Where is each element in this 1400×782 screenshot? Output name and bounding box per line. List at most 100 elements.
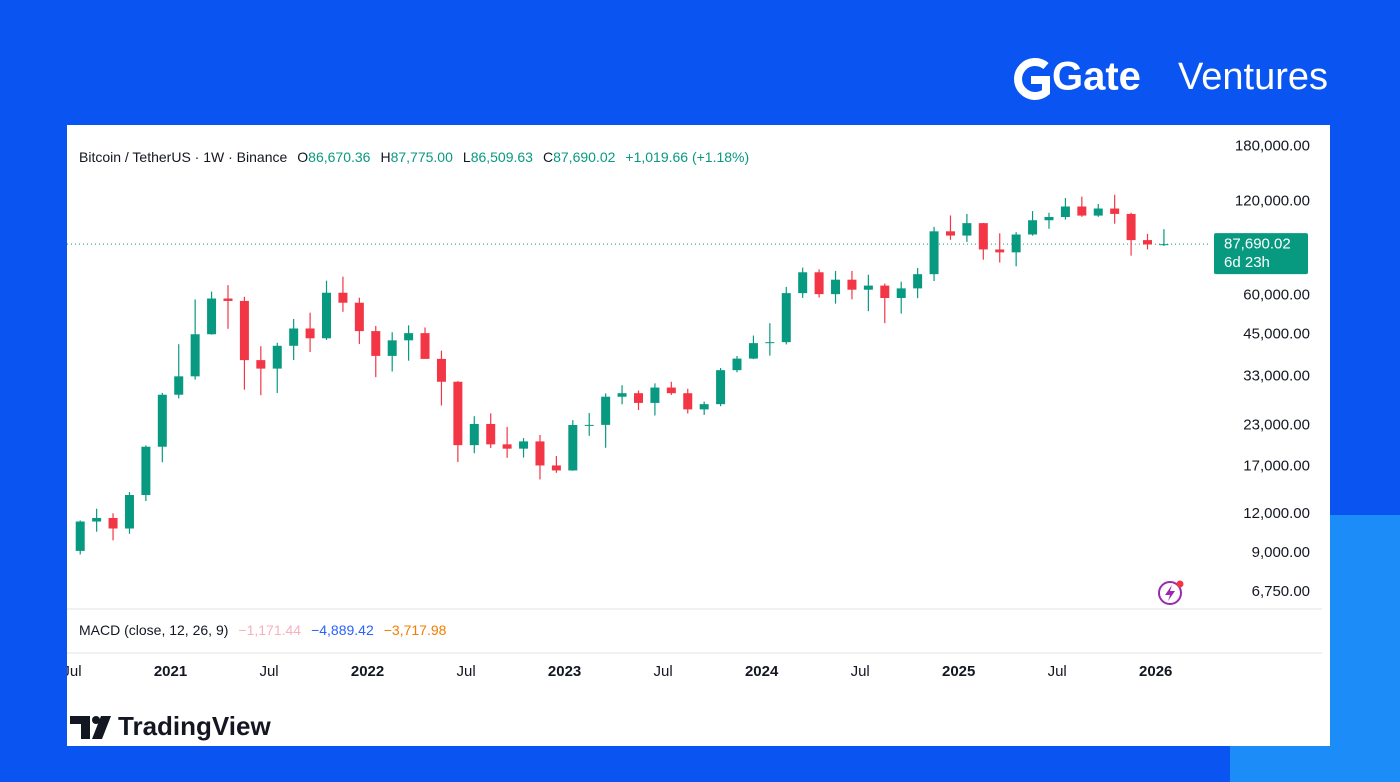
candle-body — [666, 387, 676, 394]
candle-body — [108, 517, 118, 529]
alert-icon — [1158, 580, 1184, 605]
x-tick-label: 2021 — [154, 663, 187, 680]
candle-body — [75, 521, 85, 551]
candle-body — [239, 300, 249, 361]
candle-body — [141, 446, 151, 496]
candle-body — [1143, 240, 1153, 245]
candle-body — [124, 495, 134, 529]
y-tick-label: 120,000.00 — [1235, 193, 1310, 210]
candle-body — [748, 343, 758, 359]
candle-body — [814, 272, 824, 295]
candle-body — [568, 425, 578, 471]
change-value: +1,019.66 (+1.18%) — [625, 149, 749, 165]
candle-body — [420, 333, 430, 359]
ohlc-value: 86,670.36 — [308, 149, 370, 165]
watermark-text: TradingView — [118, 711, 271, 741]
ohlc-key: O — [297, 149, 308, 165]
candle-body — [190, 334, 200, 377]
ohlc-key: L — [463, 149, 471, 165]
background-accent — [1230, 515, 1400, 782]
candle-body — [469, 423, 479, 446]
ohlc-value: 87,775.00 — [391, 149, 453, 165]
last-price-label: 87,690.02 — [1224, 236, 1291, 253]
candle-body — [272, 345, 282, 369]
candle-body — [1060, 206, 1070, 217]
y-tick-label: 45,000.00 — [1243, 326, 1310, 343]
x-tick-label: 2023 — [548, 663, 581, 680]
y-tick-label: 33,000.00 — [1243, 368, 1310, 385]
candle-body — [551, 465, 561, 471]
candle-body — [880, 285, 890, 298]
candle-body — [913, 274, 923, 289]
chart-panel — [67, 125, 1330, 746]
y-tick-label: 23,000.00 — [1243, 417, 1310, 434]
candle-body — [1077, 206, 1087, 216]
candle-body — [305, 328, 315, 339]
indicator-legend: MACD (close, 12, 26, 9) −1,171.44 −4,889.4… — [79, 622, 447, 638]
candle-body — [157, 394, 167, 447]
x-tick-label: Jul — [259, 663, 278, 680]
candle-body — [601, 396, 611, 425]
x-tick-label: Jul — [62, 663, 81, 680]
x-tick-label: Jul — [456, 663, 475, 680]
candle-body — [633, 393, 643, 403]
candle-body — [732, 358, 742, 371]
y-tick-label: 9,000.00 — [1252, 544, 1310, 561]
candle-body — [945, 231, 955, 236]
candle-body — [962, 223, 972, 236]
chart-header: Bitcoin / TetherUS · 1W · Binance O86,670… — [79, 149, 749, 165]
candle-body — [1093, 208, 1103, 216]
candle-body — [798, 272, 808, 294]
y-tick-label: 12,000.00 — [1243, 505, 1310, 522]
candle-body — [995, 249, 1005, 253]
ohlc-value: 87,690.02 — [553, 149, 615, 165]
candle-body — [781, 293, 791, 343]
candle-body — [223, 298, 233, 301]
candle-body — [1159, 244, 1169, 246]
candle-body — [256, 360, 266, 369]
candle-body — [699, 404, 709, 410]
candle-body — [929, 231, 939, 275]
ohlc-key: C — [543, 149, 553, 165]
candle-body — [896, 288, 906, 298]
last-price-box — [1214, 233, 1308, 275]
candle-body — [1011, 234, 1021, 253]
axes: Bitcoin / TetherUS · 1W · Binance O86,670… — [62, 138, 1310, 680]
watermark-logo: TradingView — [70, 711, 271, 741]
y-tick-label: 17,000.00 — [1243, 458, 1310, 475]
chart-title: Bitcoin / TetherUS · 1W · Binance — [79, 149, 287, 165]
candle-body — [486, 423, 496, 445]
plot-area — [67, 194, 1210, 555]
candle-body — [436, 358, 446, 382]
candle-body — [1044, 216, 1054, 221]
candle-body — [863, 285, 873, 290]
x-tick-label: 2026 — [1139, 663, 1172, 680]
y-tick-label: 6,750.00 — [1252, 583, 1310, 600]
candle-body — [650, 387, 660, 403]
x-tick-label: 2022 — [351, 663, 384, 680]
candle-body — [207, 298, 217, 335]
candle-body — [92, 517, 102, 522]
candle-body — [978, 223, 988, 250]
indicator-value: −4,889.42 — [311, 622, 374, 638]
candle-body — [683, 393, 693, 410]
candle-body — [322, 292, 332, 339]
brand-logo: Gate Ventures — [1014, 55, 1328, 100]
indicator-title: MACD (close, 12, 26, 9) — [79, 622, 228, 638]
candle-body — [174, 376, 184, 395]
candle-body — [354, 302, 364, 332]
x-tick-label: 2024 — [745, 663, 779, 680]
candle-body — [847, 279, 857, 290]
indicator-value: −1,171.44 — [238, 622, 301, 638]
x-tick-label: Jul — [1048, 663, 1067, 680]
y-tick-label: 60,000.00 — [1243, 287, 1310, 304]
x-tick-label: 2025 — [942, 663, 975, 680]
candle-body — [371, 331, 381, 356]
last-price-countdown: 6d 23h — [1224, 254, 1270, 271]
candle-body — [338, 292, 348, 303]
candle-body — [1110, 208, 1120, 214]
candle-body — [831, 279, 841, 295]
x-tick-label: Jul — [654, 663, 673, 680]
ohlc-value: 86,509.63 — [471, 149, 533, 165]
